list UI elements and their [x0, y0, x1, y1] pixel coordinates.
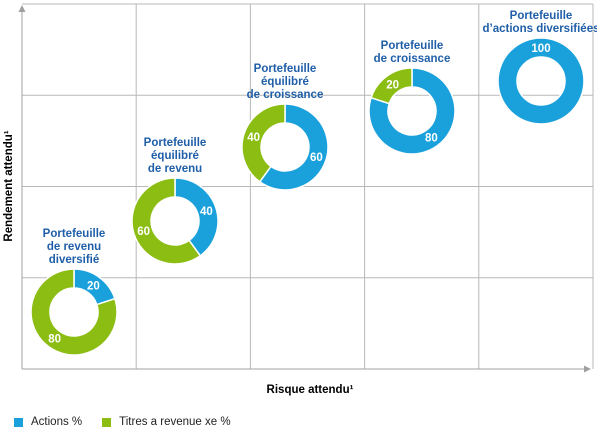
donut-value-label: 80 [425, 133, 438, 145]
donut-value-label: 20 [386, 79, 399, 91]
donut-title-line: Portefeuille [381, 40, 444, 52]
donut-value-label: 60 [310, 152, 323, 164]
legend-label-revenu-fixe: Titres a revenue xe % [119, 416, 230, 428]
donut-value-label: 40 [200, 206, 213, 218]
donut-title-line: de revenu [47, 241, 101, 253]
donut-title-line: de revenu [148, 163, 202, 175]
legend-label-actions: Actions % [31, 416, 82, 428]
donut-title-line: d’actions diversifiées [483, 23, 597, 35]
donut-title-line: Portefeuille [43, 228, 106, 240]
x-axis-label: Risque attendu¹ [267, 384, 354, 396]
donut-title-line: de croissance [374, 53, 451, 65]
donut-title-line: diversifié [49, 254, 100, 266]
legend-swatch-revenu-fixe [102, 418, 111, 427]
x-axis-arrow [584, 366, 591, 373]
donut-value-label: 80 [48, 334, 61, 346]
legend-item-actions: Actions % [14, 416, 82, 428]
donut-title-line: équilibré [261, 76, 309, 88]
legend-swatch-actions [14, 418, 23, 427]
donut-value-label: 60 [137, 226, 150, 238]
donut-title-line: Portefeuille [254, 63, 317, 75]
donut-title-line: Portefeuille [510, 10, 573, 22]
donut-title-line: Portefeuille [144, 137, 207, 149]
donut-value-label: 20 [87, 280, 100, 292]
donut-title-line: équilibré [151, 150, 199, 162]
donut-value-label: 100 [531, 43, 550, 55]
donut-title-line: de croissance [247, 89, 324, 101]
legend: Actions % Titres a revenue xe % [14, 416, 251, 428]
legend-item-revenu-fixe: Titres a revenue xe % [102, 416, 230, 428]
y-axis-arrow [19, 5, 26, 12]
donut-value-label: 40 [247, 132, 260, 144]
y-axis-label: Rendement attendu¹ [3, 130, 15, 241]
